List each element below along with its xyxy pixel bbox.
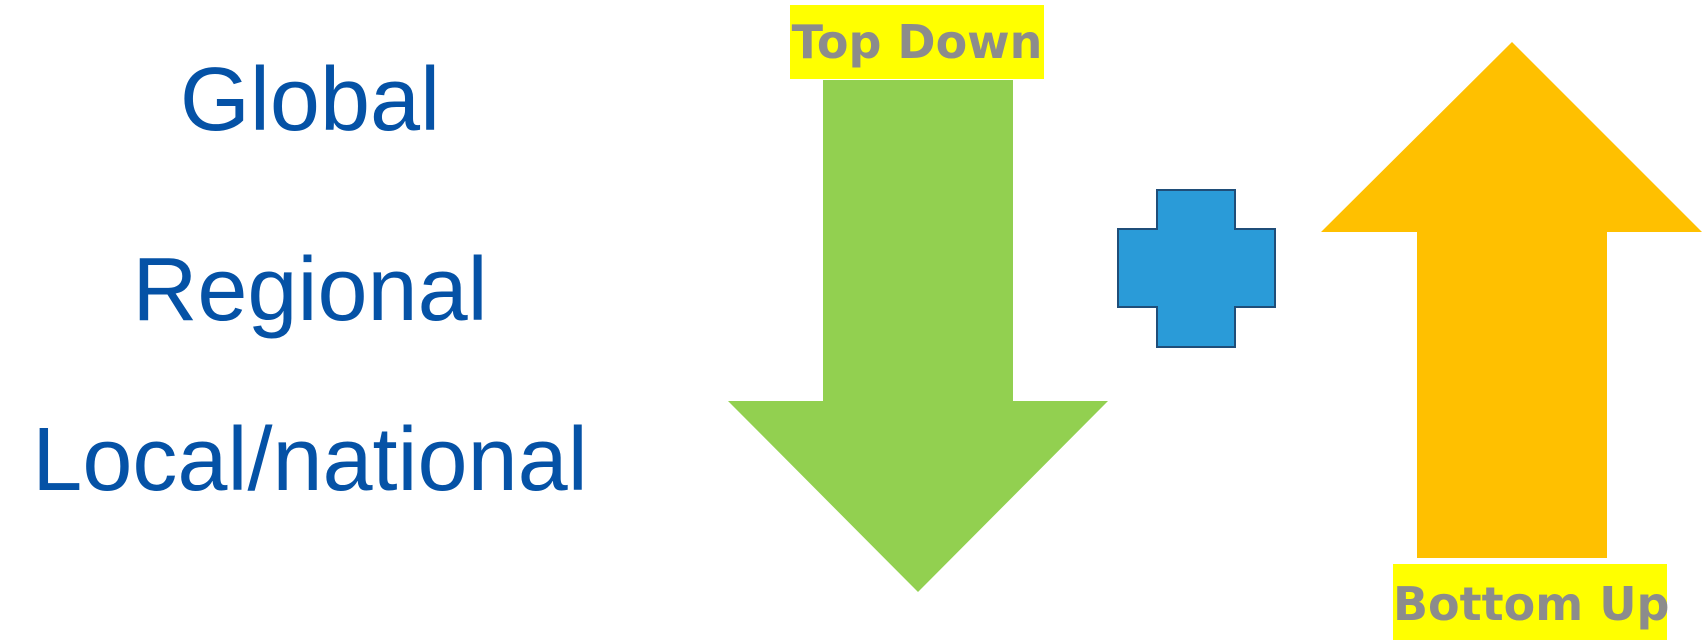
level-global: Global xyxy=(179,50,441,150)
level-regional: Regional xyxy=(132,240,488,340)
bottom-up-label: Bottom Up xyxy=(1393,577,1670,631)
bottom-up-label-background xyxy=(1393,564,1667,640)
top-down-label-background xyxy=(790,5,1044,79)
bottom-up-arrow xyxy=(1321,42,1702,558)
plus-icon xyxy=(1117,189,1276,348)
level-local-national: Local/national xyxy=(32,410,588,510)
top-down-label: Top Down xyxy=(791,15,1043,69)
top-down-arrow xyxy=(728,80,1108,592)
